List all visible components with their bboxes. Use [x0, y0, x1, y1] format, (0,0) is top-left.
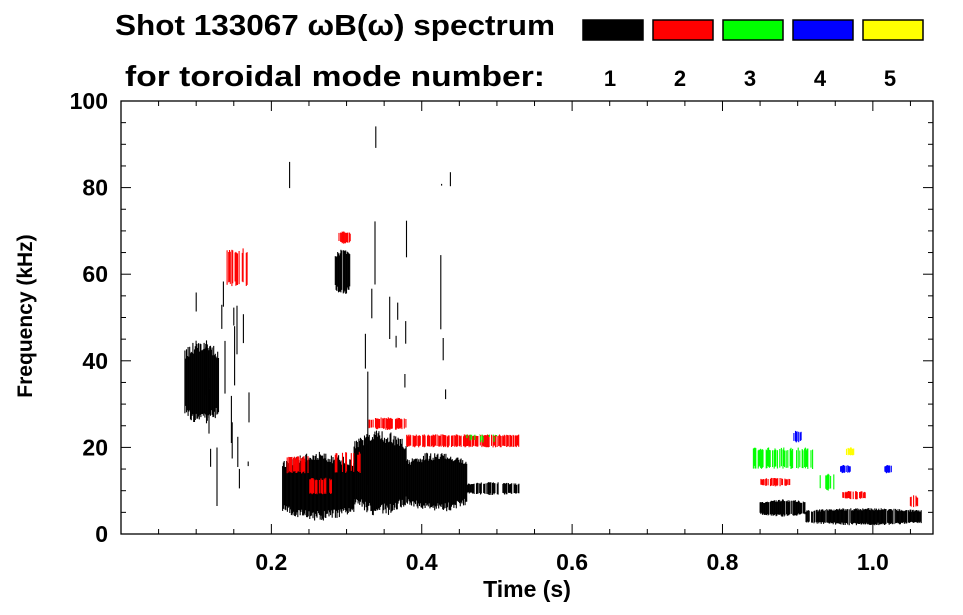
spectrogram-marks: [184, 126, 922, 526]
x-tick-label: 0.8: [706, 549, 738, 575]
mode-2-feature: [406, 434, 520, 448]
mode-2-feature: [909, 495, 919, 508]
mode-2-feature: [334, 451, 361, 473]
legend-swatch-mode-5: [862, 19, 924, 41]
legend-label-mode-5: 5: [884, 66, 896, 91]
mode-1-feature: [466, 482, 520, 495]
mode-1-feature: [759, 499, 806, 517]
mode-3-feature: [466, 434, 498, 443]
y-tick-label: 20: [82, 434, 108, 460]
plot-frame: [120, 100, 934, 535]
mode-1-feature: [389, 220, 408, 388]
mode-5-feature: [845, 447, 855, 456]
mode-3-feature: [819, 473, 835, 491]
legend-swatch-mode-2: [652, 19, 714, 41]
mode-1-feature: [334, 249, 351, 294]
mode-1-feature: [440, 172, 451, 400]
mode-1-feature: [195, 281, 250, 506]
y-tick-label: 0: [95, 521, 108, 547]
mode-2-feature: [368, 417, 407, 430]
mode-2-feature: [286, 456, 309, 474]
x-tick-label: 0.2: [255, 549, 287, 575]
mode-1-feature: [406, 452, 468, 512]
mode-1-feature: [353, 430, 407, 516]
mode-1-feature: [184, 340, 220, 424]
mode-2-feature: [309, 477, 332, 495]
x-tick-label: 0.4: [406, 549, 438, 575]
mode-4-feature: [793, 430, 802, 443]
mode-4-feature: [884, 465, 892, 474]
mode-2-feature: [226, 248, 248, 287]
y-tick-label: 60: [82, 261, 108, 287]
mode-2-feature: [760, 477, 791, 487]
mode-1-feature: [364, 126, 377, 485]
legend-label-mode-2: 2: [674, 66, 686, 91]
legend-swatch-mode-4: [792, 19, 854, 41]
y-tick-label: 40: [82, 348, 108, 374]
legend-label-mode-3: 3: [744, 66, 756, 91]
legend-swatch-mode-3: [722, 19, 784, 41]
legend-label-mode-4: 4: [814, 66, 827, 91]
y-tick-label: 100: [70, 88, 108, 114]
mode-3-feature: [752, 447, 814, 469]
chart-title: Shot 133067 ωB(ω) spectrum: [115, 10, 555, 42]
x-axis-label: Time (s): [483, 576, 571, 602]
axes: 0.2 0.4 0.6 0.8 1.0 0 20 40 60 80 100: [70, 88, 934, 575]
legend: 1 2 3 4 5: [582, 19, 924, 91]
y-tick-label: 80: [82, 175, 108, 201]
x-tick-label: 1.0: [857, 549, 889, 575]
mode-1-feature: [805, 508, 922, 526]
mode-2-feature: [338, 231, 351, 244]
mode-4-feature: [840, 465, 851, 474]
chart-subtitle: for toroidal mode number:: [125, 61, 545, 93]
mode-2-feature: [842, 491, 866, 500]
legend-label-mode-1: 1: [604, 66, 616, 91]
legend-swatch-mode-1: [582, 19, 644, 41]
y-axis-label: Frequency (kHz): [14, 234, 37, 397]
x-tick-label: 0.6: [556, 549, 588, 575]
